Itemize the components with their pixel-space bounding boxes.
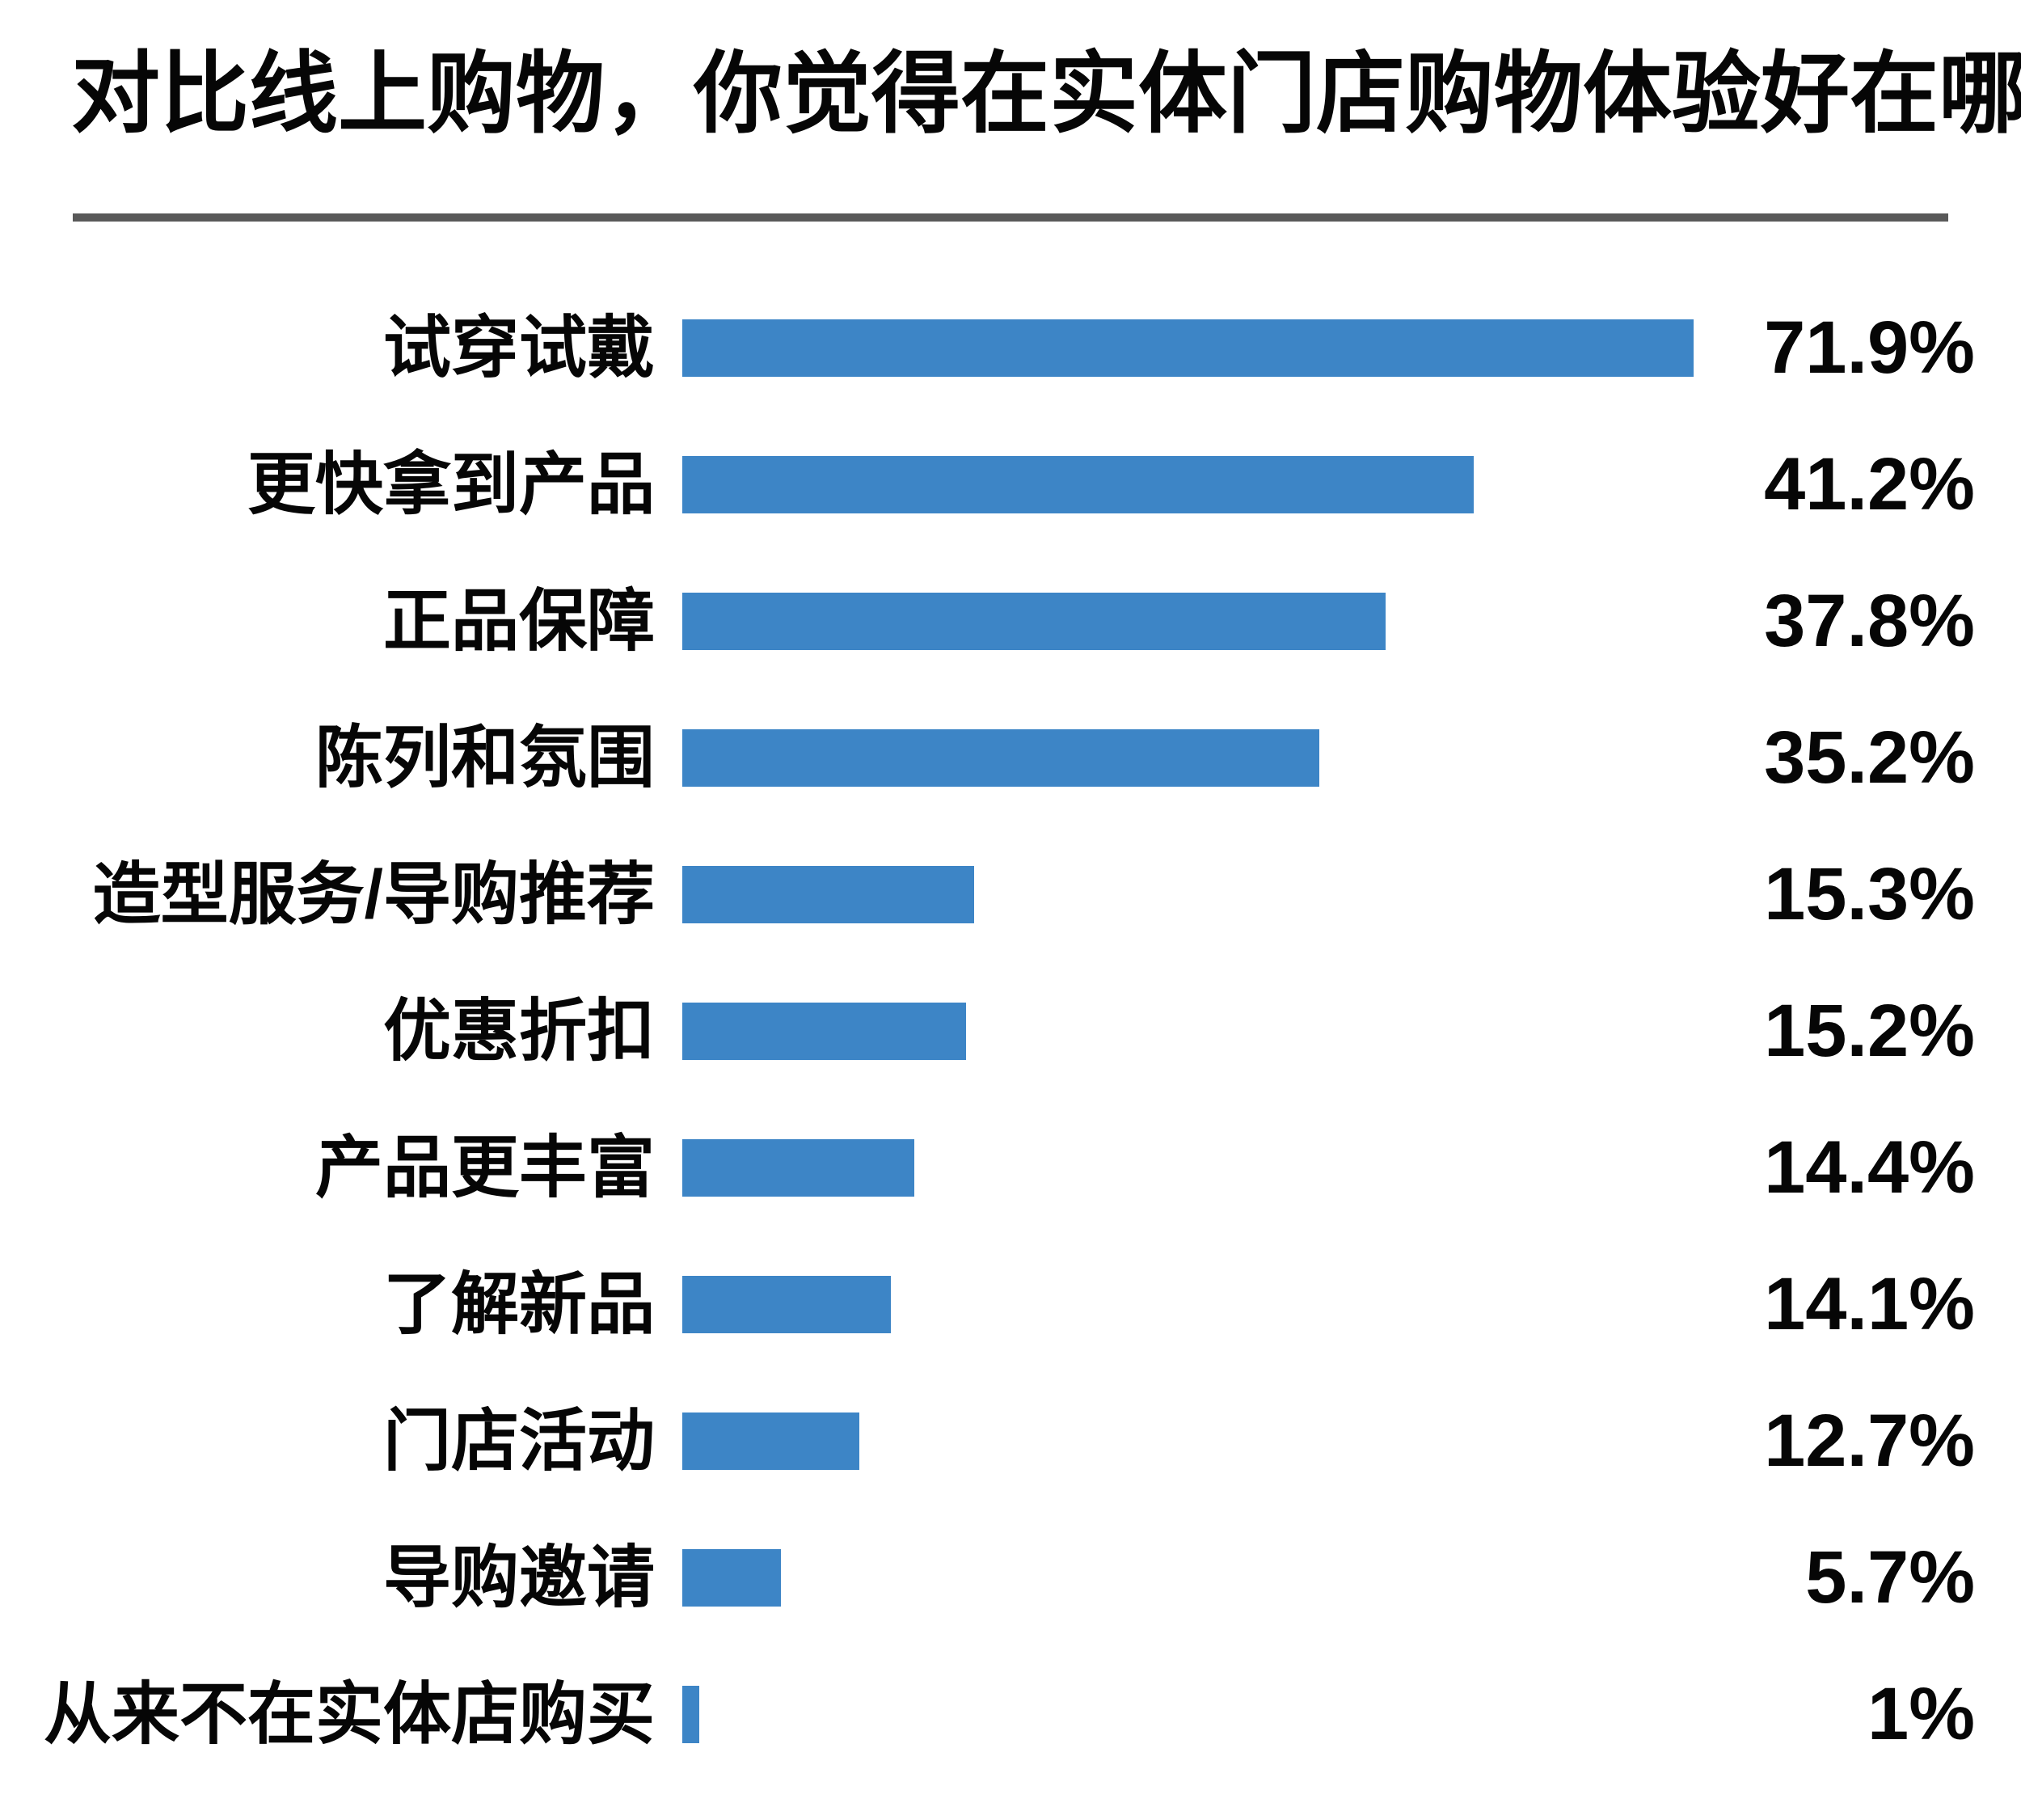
bar-track [682,1276,1694,1333]
chart-row: 造型服务/导购推荐 15.3% [0,853,2021,935]
bar-track [682,1686,1694,1743]
bar-track [682,319,1694,377]
bar [682,1276,891,1333]
category-label: 造型服务/导购推荐 [92,856,655,932]
category-label: 陈列和氛围 [314,720,655,796]
chart-row: 正品保障 37.8% [0,580,2021,662]
bar [682,593,1386,650]
bar [682,1139,914,1197]
value-label: 12.7% [1764,1400,1975,1482]
value-label: 15.2% [1764,990,1975,1072]
chart-row: 导购邀请 5.7% [0,1536,2021,1619]
value-label: 14.4% [1764,1126,1975,1209]
bar [682,319,1694,377]
chart-row: 试穿试戴 71.9% [0,306,2021,389]
bar [682,456,1474,513]
value-label: 15.3% [1764,853,1975,935]
chart-row: 门店活动 12.7% [0,1400,2021,1482]
bar [682,1686,699,1743]
bar-track [682,456,1694,513]
category-label: 试穿试戴 [382,310,655,386]
bar-track [682,1003,1694,1060]
value-label: 5.7% [1805,1536,1975,1619]
bar-track [682,729,1694,787]
chart-row: 从来不在实体店购买 1% [0,1673,2021,1755]
chart-row: 更快拿到产品 41.2% [0,443,2021,526]
bar [682,1003,966,1060]
category-label: 导购邀请 [382,1539,655,1615]
category-label: 门店活动 [382,1403,655,1479]
chart-row: 产品更丰富 14.4% [0,1126,2021,1209]
title-divider [73,213,1948,222]
value-label: 37.8% [1764,580,1975,662]
value-label: 1% [1867,1673,1975,1755]
bar-track [682,1139,1694,1197]
value-label: 71.9% [1764,306,1975,389]
chart-row: 了解新品 14.1% [0,1263,2021,1345]
bar [682,1549,781,1607]
category-label: 正品保障 [382,583,655,659]
bar-track [682,866,1694,923]
page-title: 对比线上购物，你觉得在实体门店购物体验好在哪里？ [71,44,2021,144]
bar [682,1413,859,1470]
bar-track [682,1413,1694,1470]
category-label: 产品更丰富 [314,1130,655,1206]
category-label: 了解新品 [382,1266,655,1342]
bar [682,729,1319,787]
chart-row: 优惠折扣 15.2% [0,990,2021,1072]
value-label: 41.2% [1764,443,1975,526]
bar-track [682,1549,1694,1607]
value-label: 14.1% [1764,1263,1975,1345]
category-label: 从来不在实体店购买 [43,1676,655,1752]
chart-row: 陈列和氛围 35.2% [0,716,2021,799]
bar-track [682,593,1694,650]
bar [682,866,974,923]
category-label: 优惠折扣 [382,993,655,1069]
value-label: 35.2% [1764,716,1975,799]
category-label: 更快拿到产品 [247,446,655,522]
